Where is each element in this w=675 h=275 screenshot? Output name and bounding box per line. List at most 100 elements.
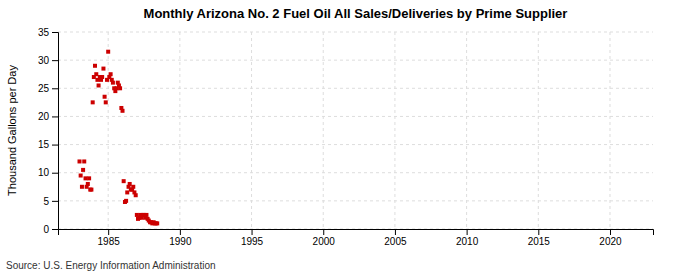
point — [109, 72, 113, 76]
point — [81, 168, 85, 172]
title: Monthly Arizona No. 2 Fuel Oil All Sales… — [144, 6, 568, 21]
y-axis-tick: 10 — [38, 167, 58, 178]
y-axis-tick-label: 10 — [38, 167, 50, 178]
point — [80, 185, 84, 189]
grid-line-y — [58, 88, 653, 89]
x-axis-tick-label: 2010 — [456, 236, 479, 247]
point — [93, 64, 97, 68]
x-axis-tick-label: 2015 — [528, 236, 551, 247]
point — [122, 179, 126, 183]
y-axis-tick-label: 5 — [43, 196, 49, 207]
x-axis-tick: 2005 — [384, 229, 407, 247]
y-axis-tick-mark — [52, 116, 58, 117]
x-axis-tick-label: 1985 — [98, 236, 121, 247]
x-axis-tick: 2020 — [599, 229, 622, 247]
grid-line-y — [58, 200, 653, 201]
points — [78, 50, 160, 226]
point — [97, 83, 101, 87]
y-axis-tick: 15 — [38, 139, 58, 150]
grid-line-x — [108, 32, 109, 229]
y-axis: 0 5 10 15 20 25 30 35 — [38, 27, 59, 235]
x-axis-tick: 2010 — [456, 229, 479, 247]
grid — [58, 32, 653, 229]
point — [87, 176, 91, 180]
y-axis-tick-mark — [52, 145, 58, 146]
x-axis-tick: 1995 — [241, 229, 264, 247]
point — [94, 72, 98, 76]
x-axis-tick-label: 1990 — [169, 236, 192, 247]
point — [155, 221, 159, 225]
y-axis-title: Thousand Gallons per Day — [6, 65, 18, 196]
x-axis-tick-label: 1995 — [241, 236, 264, 247]
y-axis-tick-label: 15 — [38, 139, 50, 150]
point — [104, 100, 108, 104]
point — [86, 182, 90, 186]
x-axis-tick: 2015 — [528, 229, 551, 247]
grid-line-x — [179, 32, 180, 229]
point — [91, 100, 95, 104]
x-axis-tick: 1990 — [169, 229, 192, 247]
point — [121, 109, 125, 113]
point — [111, 81, 115, 85]
x-axis-tick-mark — [323, 229, 324, 235]
y-axis-tick-mark — [52, 32, 58, 33]
y-axis-tick-mark — [52, 229, 58, 230]
point — [79, 174, 83, 178]
x-axis-line — [59, 230, 654, 236]
grid-line-y — [58, 144, 653, 145]
y-axis-tick-mark — [52, 60, 58, 61]
y-axis-tick-label: 30 — [38, 55, 50, 66]
x-axis: 1985 1990 1995 2000 2005 2010 2015 2020 — [59, 229, 654, 247]
point — [103, 95, 107, 99]
point — [100, 75, 104, 79]
grid-line-x — [323, 32, 324, 229]
plot-area: 1985 1990 1995 2000 2005 2010 2015 2020 0 5 10 15 20… — [38, 27, 654, 247]
grid-line-x — [394, 32, 395, 229]
y-axis-tick-mark — [52, 88, 58, 89]
grid-line-y — [58, 116, 653, 117]
y-axis-tick: 5 — [43, 196, 58, 207]
y-axis-tick-label: 0 — [43, 224, 49, 235]
point — [101, 67, 105, 71]
y-axis-tick: 0 — [43, 224, 58, 235]
point — [118, 86, 122, 90]
x-axis-tick-mark — [108, 229, 109, 235]
y-axis-tick: 20 — [38, 111, 58, 122]
point — [106, 50, 110, 54]
x-axis-tick-mark — [610, 229, 611, 235]
grid-line-x — [538, 32, 539, 229]
y-axis-tick-label: 35 — [38, 27, 50, 38]
point — [125, 190, 129, 194]
x-axis-tick-mark — [180, 229, 181, 235]
x-axis-tick-mark — [252, 229, 253, 235]
chart: 1985 1990 1995 2000 2005 2010 2015 2020 0 5 10 15 20… — [0, 0, 675, 275]
x-axis-tick-label: 2000 — [313, 236, 336, 247]
y-axis-tick-mark — [52, 201, 58, 202]
grid-line-x — [609, 32, 610, 229]
y-axis-tick-label: 25 — [38, 83, 50, 94]
y-axis-tick-mark — [52, 173, 58, 174]
source: Source: U.S. Energy Information Administ… — [6, 260, 216, 271]
y-axis-tick: 25 — [38, 83, 58, 94]
y-axis-tick: 30 — [38, 55, 58, 66]
point — [82, 159, 86, 163]
x-axis-tick-mark — [395, 229, 396, 235]
point — [131, 185, 135, 189]
point — [124, 199, 128, 203]
point — [128, 182, 132, 186]
point — [78, 159, 82, 163]
x-axis-tick-label: 2020 — [599, 236, 622, 247]
x-axis-tick-mark — [467, 229, 468, 235]
y-axis-line — [52, 33, 59, 230]
x-axis-tick: 1985 — [98, 229, 121, 247]
point — [84, 176, 88, 180]
y-axis-tick: 35 — [38, 27, 58, 38]
grid-line-y — [58, 60, 653, 61]
point — [134, 193, 138, 197]
x-axis-tick-mark — [538, 229, 539, 235]
grid-line-x — [251, 32, 252, 229]
x-axis-tick-label: 2005 — [384, 236, 407, 247]
grid-line-y — [58, 172, 653, 173]
x-axis-tick: 2000 — [313, 229, 336, 247]
y-axis-tick-label: 20 — [38, 111, 50, 122]
